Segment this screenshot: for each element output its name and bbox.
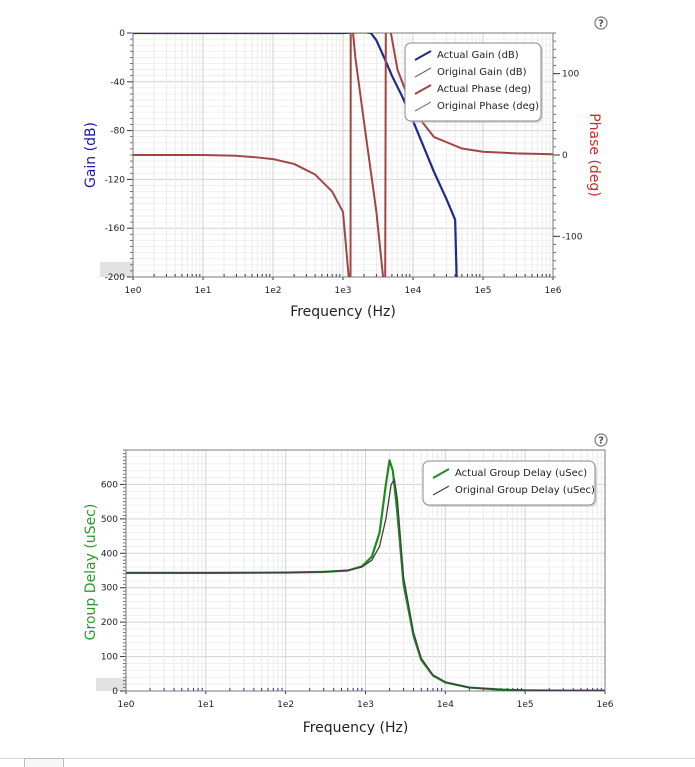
y2-tick-label: -100 <box>562 232 583 242</box>
x-tick-label: 1e1 <box>195 286 212 296</box>
legend-box <box>404 42 542 122</box>
x-tick-label: 1e1 <box>197 700 214 710</box>
x-tick-label: 1e0 <box>118 700 135 710</box>
help-icon-ring <box>594 433 608 447</box>
x-axis-title: Frequency (Hz) <box>290 304 396 320</box>
legend-entry: Original Phase (deg) <box>437 101 539 112</box>
x-tick-label: 1e2 <box>277 700 294 710</box>
help-icon[interactable]: ? <box>594 16 608 30</box>
left-gutter-shade <box>100 262 133 277</box>
x-tick-label: 1e4 <box>405 286 422 296</box>
footer-divider <box>0 758 695 759</box>
legend: Actual Group Delay (uSec) Original Group … <box>422 460 597 507</box>
y-tick-label: -160 <box>105 224 126 234</box>
x-tick-label: 1e3 <box>335 286 352 296</box>
y-tick-label: 500 <box>101 515 118 525</box>
series-line-actual-phase-deg <box>133 33 553 277</box>
legend-box <box>422 460 596 506</box>
legend: Actual Gain (dB) Original Gain (dB) Actual… <box>404 42 543 123</box>
legend-entry: Actual Gain (dB) <box>437 50 519 61</box>
legend-entry: Actual Phase (deg) <box>437 84 531 95</box>
x-tick-label: 1e2 <box>265 286 282 296</box>
y-axis-title: Group Delay (uSec) <box>83 504 99 641</box>
plot-frame <box>125 449 606 692</box>
legend-swatch <box>432 485 450 496</box>
series-line-original-group-delay-usec <box>126 478 605 691</box>
legend-swatch <box>414 67 432 78</box>
y-tick-label: 300 <box>101 584 118 594</box>
x-tick-label: 1e6 <box>597 700 614 710</box>
help-icon-glyph: ? <box>598 436 604 447</box>
y-tick-label: 600 <box>101 480 118 490</box>
y-tick-label: -80 <box>110 127 125 137</box>
help-icon-glyph: ? <box>598 19 604 30</box>
x-tick-label: 1e4 <box>437 700 454 710</box>
x-tick-label: 1e6 <box>545 286 562 296</box>
left-gutter-shade <box>96 678 126 691</box>
y-tick-label: -120 <box>105 175 126 185</box>
footer-tab[interactable] <box>24 758 64 767</box>
x-tick-label: 1e5 <box>475 286 492 296</box>
y-tick-label: -40 <box>110 78 125 88</box>
help-icon-ring <box>594 16 608 30</box>
x-tick-label: 1e0 <box>125 286 142 296</box>
x-axis-title: Frequency (Hz) <box>303 720 409 736</box>
legend-swatch <box>414 50 432 61</box>
y-tick-label: 100 <box>101 653 118 663</box>
y-tick-label: 400 <box>101 549 118 559</box>
y-tick-label: 0 <box>112 687 118 697</box>
gain-phase-chart: 1e0 1e1 1e2 1e3 1e4 1e5 1e6 0 -40 -80 -120 -160 -200… <box>83 29 602 320</box>
y2-tick-label: 0 <box>562 151 568 161</box>
y-tick-label: 200 <box>101 618 118 628</box>
x-tick-label: 1e5 <box>517 700 534 710</box>
help-icon[interactable]: ? <box>594 433 608 447</box>
x-tick-label: 1e3 <box>357 700 374 710</box>
y-tick-label: 0 <box>119 29 125 39</box>
legend-swatch <box>414 101 432 112</box>
legend-swatch <box>414 84 432 95</box>
y2-axis-title: Phase (deg) <box>586 113 602 197</box>
legend-entry: Actual Group Delay (uSec) <box>455 468 587 479</box>
y2-tick-label: 100 <box>562 70 579 80</box>
y-axis-title: Gain (dB) <box>83 122 99 188</box>
legend-swatch <box>432 468 450 479</box>
legend-entry: Original Gain (dB) <box>437 67 527 78</box>
series-line-actual-gain-db <box>133 33 458 277</box>
group-delay-chart: 1e0 1e1 1e2 1e3 1e4 1e5 1e6 600 500 400 300 200 100 0… <box>83 449 614 736</box>
legend-entry: Original Group Delay (uSec) <box>455 485 595 496</box>
y-tick-label: -200 <box>105 273 126 283</box>
